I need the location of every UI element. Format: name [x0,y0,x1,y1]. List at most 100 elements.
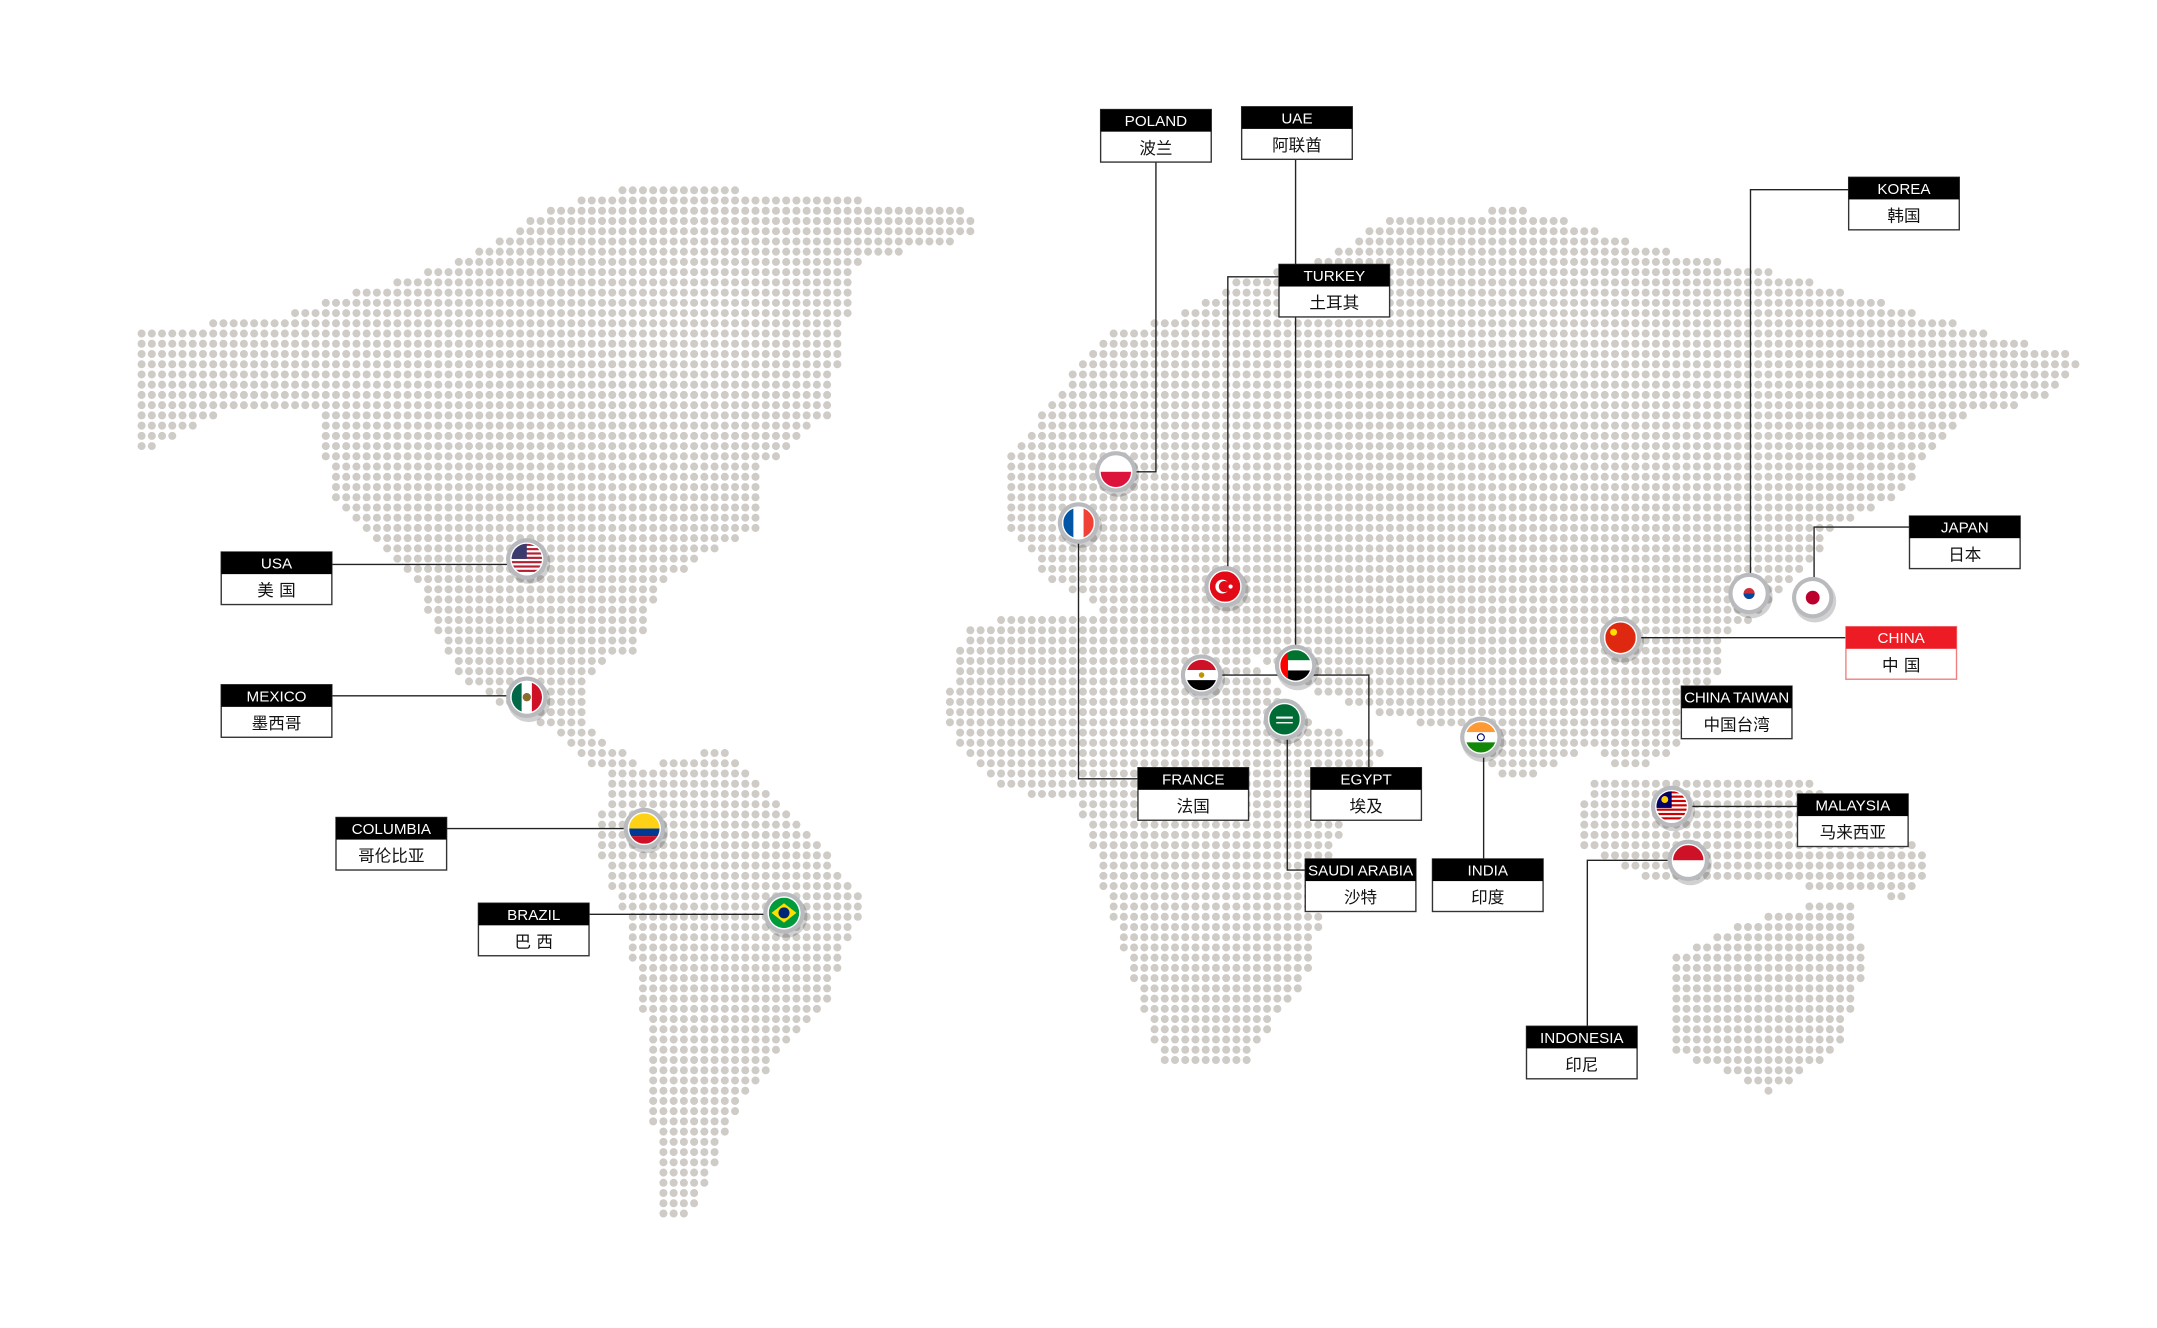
map-dot [219,370,228,379]
map-dot [1130,483,1139,492]
map-dot [1682,278,1691,287]
map-dot [1600,380,1609,389]
map-dot [1068,452,1077,461]
map-dot [1119,329,1128,338]
map-dot [393,319,402,328]
map-dot [1856,472,1865,481]
map-dot [1477,554,1486,563]
map-dot [1866,472,1875,481]
map-dot [1723,421,1732,430]
map-dot [557,370,566,379]
map-dot [1938,319,1947,328]
map-dot [1856,380,1865,389]
map-dot [1263,605,1272,614]
map-dot [280,319,289,328]
map-dot [342,349,351,359]
map-dot [1324,534,1333,543]
map-dot [1498,585,1507,594]
map-dot [823,227,832,236]
map-dot [505,278,514,287]
map-dot [546,401,555,410]
map-dot [761,247,770,256]
map-dot [1304,349,1313,359]
map-dot [1559,319,1568,328]
map-dot [546,288,555,297]
map-dot [1805,380,1814,389]
map-dot [372,319,381,328]
map-dot [741,401,750,410]
map-dot [577,268,586,277]
map-dot [383,503,392,512]
map-dot [526,247,535,256]
map-dot [393,452,402,461]
map-dot [1856,431,1865,440]
map-dot [1201,462,1210,471]
map-dot [1314,544,1323,553]
map-dot [833,288,842,297]
map-dot [628,288,637,297]
map-dot [485,401,494,410]
map-dot [782,339,791,348]
map-dot [1406,247,1415,256]
map-dot [1498,206,1507,215]
map-dot [1723,544,1732,553]
map-dot [1191,534,1200,543]
map-dot [1672,278,1681,287]
map-dot [1682,390,1691,399]
map-dot [1365,554,1374,563]
map-dot [1375,513,1384,522]
map-dot [1651,329,1660,338]
map-dot [1928,401,1937,410]
map-dot [1457,411,1466,420]
map-dot [1017,523,1026,532]
map-dot [536,605,545,614]
map-dot [618,421,627,430]
map-dot [649,503,658,512]
map-dot [1733,503,1742,512]
map-dot [1058,575,1067,584]
map-dot [557,575,566,584]
map-dot [598,257,607,266]
map-dot [1457,247,1466,256]
map-dot [536,216,545,225]
map-dot [1549,472,1558,481]
map-dot [1815,349,1824,359]
map-dot [321,380,330,389]
map-dot [904,237,913,246]
map-dot [1416,360,1425,369]
map-dot [2050,360,2059,369]
map-dot [260,390,269,399]
map-dot [1692,268,1701,277]
map-dot [434,452,443,461]
map-dot [1232,442,1241,451]
map-dot [1007,493,1016,502]
map-dot [587,421,596,430]
map-dot [1273,472,1282,481]
map-dot [587,554,596,563]
map-dot [1897,483,1906,492]
map-dot [1488,390,1497,399]
map-dot [444,513,453,522]
map-dot [669,298,678,307]
map-dot [1570,401,1579,410]
map-dot [505,257,514,266]
map-dot [1703,483,1712,492]
map-dot [1304,595,1313,604]
map-dot [1518,513,1527,522]
map-dot [1130,329,1139,338]
map-dot [1027,472,1036,481]
map-dot [1191,503,1200,512]
map-dot [454,431,463,440]
map-dot [1651,421,1660,430]
map-dot [1477,442,1486,451]
map-dot [710,503,719,512]
map-dot [669,544,678,553]
map-dot [1406,298,1415,307]
map-dot [1887,421,1896,430]
map-dot [444,339,453,348]
map-dot [342,309,351,318]
map-dot [628,339,637,348]
map-dot [1396,349,1405,359]
map-dot [505,523,514,532]
map-dot [1559,605,1568,614]
